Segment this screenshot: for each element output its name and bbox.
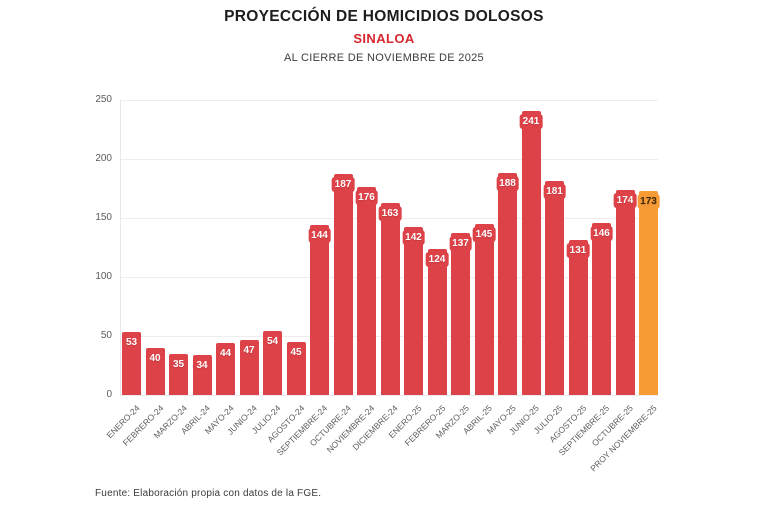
bar: [615, 189, 635, 395]
bar-value-label: 54: [263, 334, 282, 350]
y-axis-tick: 150: [95, 212, 112, 223]
bar: [568, 240, 588, 395]
chart-subtitle: SINALOA: [353, 31, 415, 46]
bar: [404, 227, 423, 395]
gridline: [120, 100, 658, 101]
bar-value-label: 47: [240, 342, 258, 358]
bar: [498, 173, 517, 395]
bar: [592, 222, 611, 395]
bar-value-label: 241: [519, 113, 543, 129]
bar-value-label: 131: [566, 243, 590, 259]
source-note: Fuente: Elaboración propia con datos de …: [95, 488, 322, 499]
bar-value-label: 145: [472, 226, 496, 242]
bar: [474, 223, 494, 395]
y-axis-line: [119, 100, 121, 395]
bar: [357, 187, 376, 395]
bar-projection: [639, 190, 658, 395]
bar: [427, 248, 447, 395]
bar-value-label: 34: [193, 357, 211, 373]
bar-value-label: 146: [590, 225, 613, 241]
y-axis-tick: 100: [95, 271, 112, 282]
bar: [545, 181, 564, 395]
gridline: [120, 159, 658, 160]
bar-value-label: 137: [449, 236, 472, 252]
y-axis-tick: 50: [100, 330, 112, 341]
bar: [451, 233, 470, 395]
bar: [333, 174, 353, 395]
y-axis-tick: 0: [106, 389, 112, 400]
bar-value-label: 53: [122, 335, 141, 351]
bar: [380, 202, 400, 395]
bar-value-label: 163: [378, 205, 402, 221]
bar-value-label: 187: [331, 177, 355, 193]
bar-value-label: 188: [496, 176, 519, 192]
bar-value-label: 144: [308, 228, 331, 244]
bar-value-label: 40: [146, 350, 164, 366]
bar-value-label: 45: [287, 344, 305, 360]
bar-value-label: 174: [613, 192, 637, 208]
bar-value-label: 142: [402, 230, 425, 246]
bar-value-label: 35: [169, 356, 188, 372]
chart-caption: AL CIERRE DE NOVIEMBRE DE 2025: [284, 52, 484, 64]
y-axis-tick: 200: [95, 153, 112, 164]
chart-header: PROYECCIÓN DE HOMICIDIOS DOLOSOS SINALOA…: [0, 8, 768, 64]
bar-value-label: 173: [637, 193, 660, 209]
gridline: [120, 395, 658, 396]
bar: [521, 110, 541, 395]
bar-value-label: 124: [425, 251, 449, 267]
bar: [310, 225, 329, 395]
bar-value-label: 181: [543, 184, 566, 200]
bar-value-label: 176: [355, 190, 378, 206]
chart-title: PROYECCIÓN DE HOMICIDIOS DOLOSOS: [224, 8, 544, 25]
y-axis-tick: 250: [95, 94, 112, 105]
bar-value-label: 44: [216, 346, 235, 362]
